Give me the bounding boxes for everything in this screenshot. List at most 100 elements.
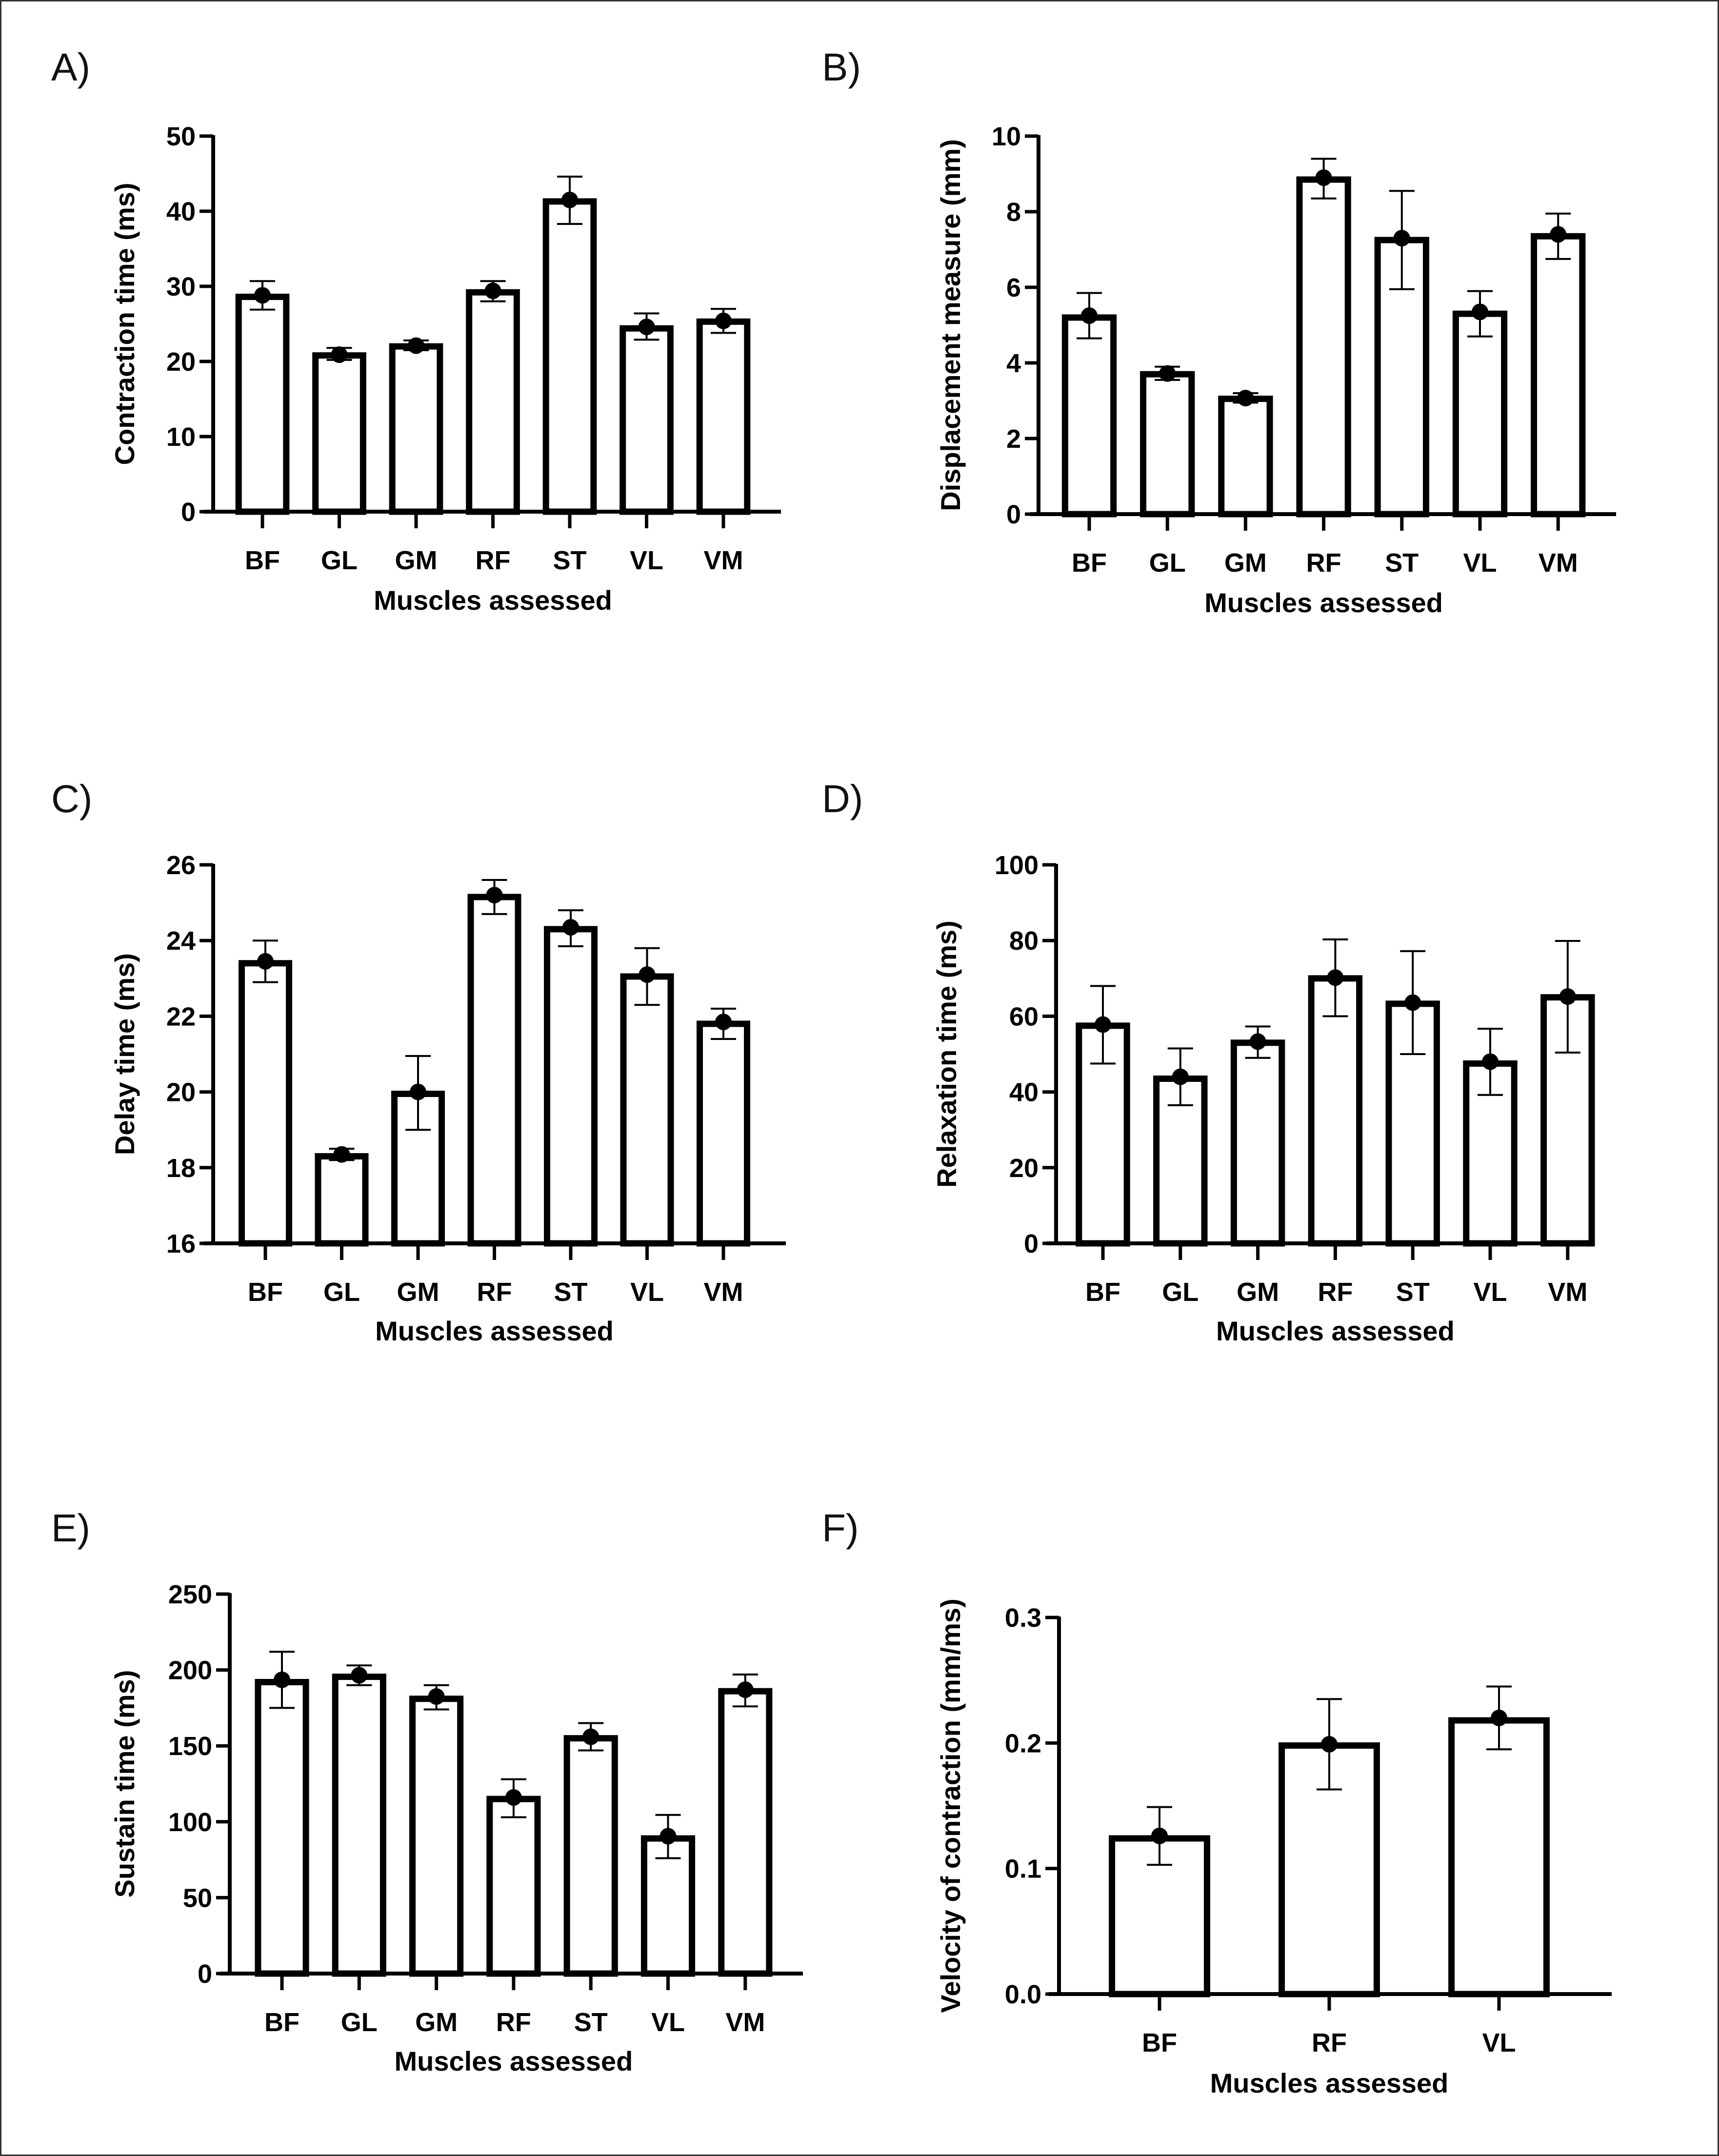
- data-point-gm: [428, 1688, 445, 1705]
- x-axis-title: Muscles assessed: [374, 585, 612, 616]
- x-tick-label: GM: [1237, 1278, 1279, 1307]
- data-point-gm: [408, 337, 424, 354]
- y-tick-label: 100: [995, 851, 1039, 880]
- data-point-st: [1393, 230, 1410, 247]
- panel-label: E): [51, 1506, 90, 1550]
- bar-st: [542, 198, 597, 515]
- data-point-bf: [1081, 307, 1098, 324]
- y-tick-label: 50: [166, 122, 196, 151]
- data-point-st: [582, 1728, 600, 1745]
- y-tick-label: 50: [183, 1883, 212, 1913]
- y-axis-title: Delay time (ms): [109, 953, 140, 1155]
- bar-st: [563, 1735, 618, 1977]
- bar-gl: [315, 1153, 369, 1247]
- bar-vm: [696, 1020, 751, 1247]
- data-point-bf: [254, 287, 271, 304]
- data-point-vm: [737, 1681, 754, 1698]
- bar-bf: [1061, 314, 1117, 518]
- data-point-vl: [1482, 1053, 1499, 1070]
- bar-vl: [1452, 310, 1508, 518]
- x-tick-label: BF: [264, 2008, 300, 2037]
- x-axis-title: Muscles assessed: [375, 1316, 614, 1346]
- y-tick-label: 18: [166, 1154, 196, 1183]
- data-point-bf: [1095, 1016, 1111, 1033]
- data-point-rf: [1315, 169, 1332, 186]
- x-tick-label: RF: [477, 1278, 512, 1307]
- x-tick-label: VL: [1463, 548, 1497, 578]
- x-tick-label: BF: [1085, 1278, 1120, 1307]
- chart-panel-a: A) 0 10 20 30 40 50 BF GL GM RF ST VL VM Contraction t…: [51, 45, 781, 616]
- x-tick-label: GL: [1149, 548, 1186, 578]
- y-axis-title: Sustain time (ms): [109, 1670, 140, 1898]
- x-tick-label: VM: [704, 1278, 743, 1307]
- y-tick-label: 0.1: [1005, 1855, 1041, 1884]
- x-tick-label: ST: [553, 546, 586, 575]
- bar-bf: [235, 294, 290, 515]
- bar-vm: [696, 318, 751, 515]
- y-tick-label: 6: [1006, 273, 1021, 302]
- y-tick-label: 40: [1009, 1078, 1039, 1107]
- data-point-bf: [257, 953, 274, 970]
- y-tick-label: 22: [166, 1002, 196, 1031]
- y-tick-label: 24: [166, 926, 196, 956]
- y-tick-label: 8: [1006, 198, 1021, 227]
- data-point-vl: [1491, 1709, 1507, 1726]
- y-tick-label: 40: [166, 197, 196, 226]
- y-tick-label: 0: [1024, 1229, 1039, 1258]
- bar-vl: [640, 1835, 696, 1977]
- bar-rf: [1296, 176, 1351, 518]
- y-tick-label: 0: [198, 1959, 212, 1989]
- bar-gl: [312, 352, 366, 515]
- x-tick-label: ST: [1385, 548, 1419, 578]
- chart-panel-b: B) 0 2 4 6 8 10 BF GL GM RF ST VL VM Displacement meas…: [822, 45, 1616, 618]
- data-point-gl: [333, 1146, 350, 1163]
- data-point-vl: [638, 319, 655, 336]
- data-point-gm: [1237, 390, 1254, 407]
- y-tick-label: 0.3: [1005, 1603, 1041, 1633]
- data-point-vl: [1472, 303, 1488, 320]
- bar-gl: [1140, 371, 1195, 518]
- y-tick-label: 60: [1009, 1002, 1039, 1031]
- x-tick-label: VM: [725, 2008, 765, 2037]
- x-axis-title: Muscles assessed: [1210, 2068, 1449, 2098]
- data-point-gl: [351, 1667, 368, 1684]
- bar-rf: [1308, 975, 1363, 1247]
- data-point-rf: [1327, 969, 1344, 986]
- x-tick-label: BF: [245, 546, 280, 575]
- y-tick-label: 16: [166, 1229, 196, 1258]
- data-point-rf: [1321, 1736, 1338, 1753]
- y-tick-label: 20: [166, 347, 196, 377]
- x-tick-label: RF: [496, 2008, 531, 2037]
- bar-rf: [486, 1796, 541, 1977]
- y-tick-label: 150: [168, 1732, 212, 1761]
- y-tick-label: 0: [181, 498, 196, 527]
- x-tick-label: GM: [395, 546, 438, 575]
- bar-rf: [466, 289, 520, 515]
- y-tick-label: 80: [1009, 926, 1039, 956]
- data-point-vm: [715, 1014, 732, 1031]
- bar-gl: [332, 1674, 386, 1977]
- x-tick-label: RF: [1312, 2028, 1347, 2057]
- y-axis-title: Relaxation time (ms): [931, 920, 962, 1188]
- data-point-gm: [1249, 1033, 1266, 1050]
- data-point-rf: [505, 1789, 522, 1806]
- x-tick-label: RF: [476, 546, 511, 575]
- data-point-rf: [486, 887, 503, 904]
- x-tick-label: GL: [321, 546, 358, 575]
- data-point-rf: [484, 282, 501, 299]
- y-tick-label: 20: [1009, 1154, 1039, 1183]
- x-tick-label: VL: [1473, 1278, 1507, 1307]
- x-axis-title: Muscles assessed: [1216, 1316, 1455, 1346]
- y-tick-label: 0.2: [1005, 1729, 1041, 1758]
- bar-vl: [1448, 1717, 1550, 1997]
- y-tick-label: 10: [992, 122, 1021, 151]
- y-tick-label: 200: [168, 1656, 212, 1685]
- x-tick-label: GM: [397, 1278, 440, 1307]
- x-tick-label: ST: [1396, 1278, 1430, 1307]
- y-tick-label: 4: [1006, 349, 1021, 378]
- x-tick-label: VM: [1548, 1278, 1587, 1307]
- x-tick-label: VL: [651, 2008, 685, 2037]
- panel-label: D): [822, 777, 863, 820]
- y-tick-label: 250: [168, 1580, 212, 1609]
